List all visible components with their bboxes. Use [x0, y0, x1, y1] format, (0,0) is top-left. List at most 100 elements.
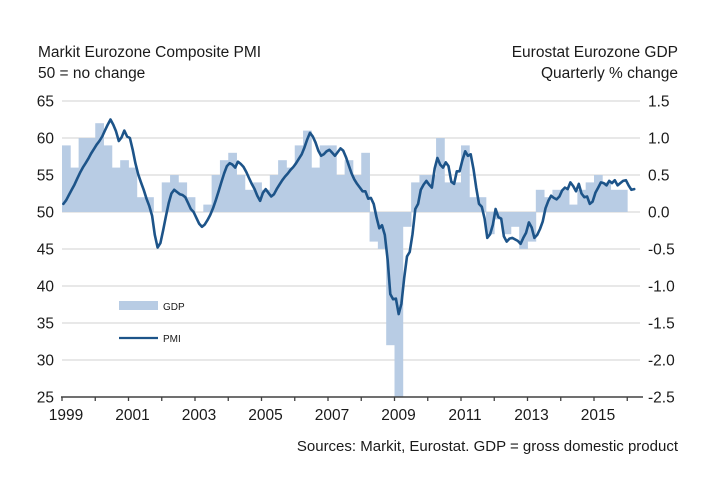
gdp-bar: [485, 212, 495, 235]
gdp-bar: [477, 197, 487, 212]
x-axis-year-label: 2015: [581, 407, 615, 424]
left-axis-title: Markit Eurozone Composite PMI 50 = no cha…: [38, 42, 261, 84]
right-axis-tick-label: 1.5: [648, 94, 670, 111]
gdp-bar: [120, 160, 129, 212]
gdp-bar: [128, 167, 138, 212]
gdp-bar: [344, 160, 354, 212]
right-axis-tick-label: -2.0: [648, 353, 675, 370]
gdp-bar: [577, 189, 587, 212]
gdp-bar: [211, 175, 221, 212]
gdp-bar: [594, 175, 603, 212]
x-axis-year-label: 1999: [49, 407, 83, 424]
gdp-bar: [569, 204, 578, 212]
gdp-bar: [585, 182, 595, 212]
left-axis-tick-label: 35: [37, 316, 54, 333]
gdp-bar: [394, 212, 404, 397]
gdp-bar: [535, 189, 545, 212]
right-axis-tick-label: 0.0: [648, 205, 670, 222]
right-axis-tick-label: -2.5: [648, 390, 675, 407]
right-axis-tick-label: 0.5: [648, 168, 670, 185]
gdp-bar: [352, 175, 362, 212]
gdp-bar: [552, 189, 562, 212]
gdp-bar: [427, 175, 437, 212]
gdp-bar: [219, 160, 229, 212]
gdp-bar: [311, 167, 321, 212]
gdp-bar: [419, 175, 429, 212]
gdp-bar: [560, 189, 570, 212]
x-axis-year-label: 2011: [448, 407, 481, 424]
right-title-line2: Quarterly % change: [541, 65, 678, 82]
pmi-line: [62, 118, 636, 316]
left-axis-tick-label: 50: [37, 205, 55, 222]
left-title-line1: Markit Eurozone Composite PMI: [38, 44, 262, 61]
gdp-bar: [294, 145, 304, 212]
legend-pmi-label: PMI: [163, 334, 181, 345]
right-axis-tick-label: -1.0: [648, 279, 675, 296]
gdp-bar: [278, 160, 287, 212]
x-axis-year-label: 2013: [514, 407, 548, 424]
gdp-bar: [203, 204, 213, 212]
right-title-line1: Eurostat Eurozone GDP: [511, 44, 678, 61]
gdp-bar: [178, 182, 188, 212]
left-axis-tick-label: 45: [37, 242, 54, 259]
gdp-bar: [86, 138, 96, 212]
gdp-bar: [544, 197, 553, 212]
gdp-bar: [103, 145, 113, 212]
gdp-bar: [261, 189, 271, 212]
gdp-bar: [111, 167, 121, 212]
right-axis-tick-label: -0.5: [648, 242, 675, 259]
gdp-bar: [402, 212, 412, 227]
left-axis-tick-label: 65: [37, 94, 54, 111]
gdp-bar: [510, 212, 520, 227]
right-axis-tick-label: -1.5: [648, 316, 675, 333]
left-axis-tick-label: 25: [37, 390, 54, 407]
x-axis-year-label: 2005: [248, 407, 282, 424]
left-axis-tick-label: 55: [37, 168, 54, 185]
source-note: Sources: Markit, Eurostat. GDP = gross d…: [296, 438, 678, 455]
gdp-bar: [618, 189, 628, 212]
gdp-bar: [361, 152, 370, 212]
gdp-bar: [62, 145, 71, 212]
gdp-bar: [519, 212, 528, 249]
gdp-bar: [319, 145, 329, 212]
gdp-bar: [336, 175, 346, 212]
gdp-bar: [328, 145, 337, 212]
gdp-bar: [78, 138, 88, 212]
left-axis-tick-label: 60: [37, 131, 55, 148]
gdp-bar: [602, 182, 612, 212]
right-axis-tick-label: 1.0: [648, 131, 670, 148]
gdp-bar: [386, 212, 395, 346]
gdp-bar: [369, 212, 379, 242]
gdp-bar: [244, 189, 254, 212]
gdp-bar: [452, 182, 462, 212]
x-axis-year-label: 2007: [315, 407, 349, 424]
gdp-bar: [286, 167, 296, 212]
x-axis-year-label: 2009: [381, 407, 415, 424]
gdp-bar: [170, 175, 179, 212]
left-axis-tick-label: 40: [37, 279, 55, 296]
gdp-bar: [303, 130, 312, 212]
gdp-bar: [610, 189, 620, 212]
gdp-bar: [411, 182, 420, 212]
gdp-bar: [469, 197, 479, 212]
gdp-bar: [161, 182, 171, 212]
gdp-bar: [461, 145, 470, 212]
x-axis-year-label: 2001: [115, 407, 149, 424]
gdp-bar: [70, 167, 80, 212]
x-axis-year-label: 2003: [182, 407, 216, 424]
gdp-bar: [136, 197, 146, 212]
legend-gdp-swatch: [119, 301, 158, 310]
gdp-bar: [236, 175, 246, 212]
gdp-bar: [502, 212, 512, 235]
gdp-bar: [444, 182, 454, 212]
legend-gdp-label: GDP: [163, 302, 185, 313]
gdp-bar: [186, 197, 196, 212]
gdp-bar: [436, 138, 445, 212]
right-axis-title: Eurostat Eurozone GDP Quarterly % change: [512, 42, 678, 84]
left-axis-tick-label: 30: [37, 353, 55, 370]
left-title-line2: 50 = no change: [38, 65, 146, 82]
gdp-bar: [95, 123, 104, 212]
gdp-bar: [228, 152, 237, 212]
